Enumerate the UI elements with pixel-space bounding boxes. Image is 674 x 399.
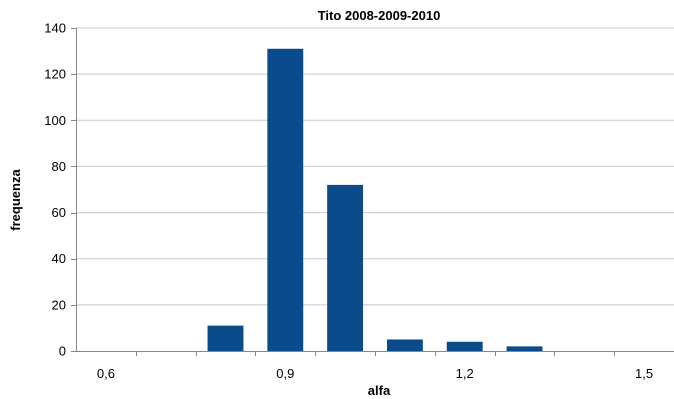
y-tick-label: 0: [59, 344, 66, 359]
y-tick-labels: 0 20 40 60 80 100 120 140: [44, 21, 66, 359]
y-tick-label: 100: [44, 113, 66, 128]
x-tick-label: 0,6: [97, 366, 115, 381]
bar: [386, 339, 423, 351]
bar: [207, 325, 244, 351]
y-tick-label: 60: [52, 205, 66, 220]
chart-title: Tito 2008-2009-2010: [318, 8, 441, 23]
y-tick-label: 120: [44, 67, 66, 82]
x-axis-label: alfa: [368, 383, 391, 398]
x-tick-label: 0,9: [276, 366, 294, 381]
bar: [506, 346, 543, 351]
bar: [446, 341, 483, 351]
x-tick-label: 1,2: [456, 366, 474, 381]
x-tick-labels: 0,6 0,9 1,2 1,5: [97, 366, 653, 381]
bars: [207, 48, 543, 352]
y-tick-label: 140: [44, 21, 66, 36]
axes: [71, 28, 674, 356]
y-axis-label: frequenza: [8, 169, 23, 231]
bar: [267, 48, 304, 352]
y-tick-label: 40: [52, 251, 66, 266]
gridlines: [76, 27, 674, 306]
y-tick-label: 20: [52, 297, 66, 312]
y-tick-label: 80: [52, 159, 66, 174]
x-tick-label: 1,5: [635, 366, 653, 381]
bar: [327, 184, 364, 351]
